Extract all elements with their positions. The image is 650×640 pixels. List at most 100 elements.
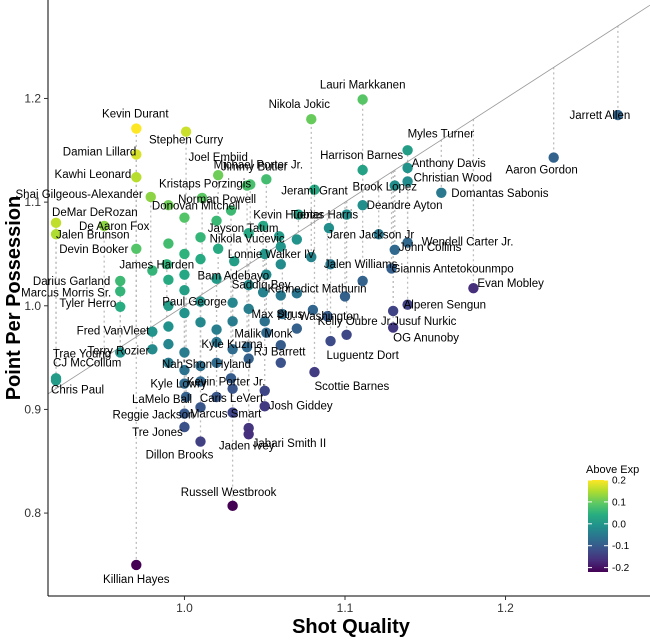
point-label: Darius Garland xyxy=(33,276,110,288)
point-label: Terry Rozier xyxy=(87,345,149,357)
data-point xyxy=(339,291,351,302)
data-point xyxy=(147,344,158,355)
data-point xyxy=(212,169,224,181)
data-point xyxy=(131,123,142,134)
data-point xyxy=(357,94,368,105)
point-label: Kristaps Porzingis xyxy=(159,179,251,191)
point-label: DeMar DeRozan xyxy=(52,207,138,219)
data-point-unlabeled xyxy=(307,304,319,316)
data-point xyxy=(145,191,156,203)
legend-colorbar xyxy=(588,480,608,572)
point-label: Alperen Sengun xyxy=(404,300,486,312)
point-label: Kevin Durant xyxy=(102,109,169,121)
data-point-unlabeled xyxy=(195,253,206,265)
data-point xyxy=(261,174,272,185)
legend-tick-label: 0.1 xyxy=(612,497,626,508)
point-label: CJ McCollum xyxy=(53,357,121,369)
point-label: Marcus Morris Sr. xyxy=(21,287,111,299)
point-label: Tre Jones xyxy=(132,427,183,439)
point-label: Bam Adebayo xyxy=(198,271,270,283)
data-point xyxy=(179,408,190,419)
point-label: Kevin Porter Jr. xyxy=(187,376,266,388)
point-label: Josh Giddey xyxy=(269,400,333,412)
data-point xyxy=(386,263,397,274)
data-point-unlabeled xyxy=(179,212,190,223)
data-point xyxy=(241,342,253,353)
point-label: P.J. Washington xyxy=(277,311,359,323)
legend-tick-label: -0.2 xyxy=(612,563,630,574)
data-point xyxy=(257,220,269,232)
point-label: Russell Westbrook xyxy=(181,487,277,499)
data-point xyxy=(387,322,399,333)
data-point xyxy=(147,326,158,337)
point-label: Evan Mobley xyxy=(477,278,544,290)
point-label: Saddiq Bey xyxy=(232,279,291,291)
data-point-unlabeled xyxy=(163,338,174,350)
legend-title: Above Exp xyxy=(586,464,639,476)
data-point-unlabeled xyxy=(179,307,190,319)
point-label: Kyle Kuzma xyxy=(201,339,263,351)
point-label: Wendell Carter Jr. xyxy=(422,237,514,249)
data-point-unlabeled xyxy=(275,339,286,351)
data-point xyxy=(322,310,333,322)
data-point xyxy=(50,229,62,240)
data-point-unlabeled xyxy=(259,248,270,260)
data-point xyxy=(243,353,254,364)
point-label: Kawhi Leonard xyxy=(55,169,132,181)
data-point xyxy=(357,164,368,176)
legend-tick-label: 0.0 xyxy=(612,519,626,530)
point-label: Jaren Jackson Jr xyxy=(327,229,414,241)
point-label: Kennedict Mathurin xyxy=(267,283,366,295)
data-point-unlabeled xyxy=(179,285,190,296)
data-point-unlabeled xyxy=(291,323,303,334)
data-point-unlabeled xyxy=(179,248,190,260)
point-label: Kevin Huerter xyxy=(253,210,323,222)
data-point xyxy=(373,229,384,240)
point-label: Kyle Lowry xyxy=(150,378,206,390)
data-point xyxy=(195,296,206,307)
data-point xyxy=(402,145,413,156)
x-axis-title: Shot Quality xyxy=(292,616,411,638)
point-label: Stephen Curry xyxy=(149,135,223,147)
point-label: Deandre Ayton xyxy=(367,200,443,212)
point-label: Trae Young xyxy=(53,348,111,360)
data-point-unlabeled xyxy=(163,357,174,368)
data-point xyxy=(341,329,352,340)
data-point xyxy=(402,162,413,174)
data-point xyxy=(227,407,238,418)
y-tick-label: 1.1 xyxy=(24,195,41,209)
data-point xyxy=(195,360,206,372)
x-tick-label: 1.0 xyxy=(176,601,193,615)
data-point xyxy=(98,220,110,232)
data-point-unlabeled xyxy=(243,279,254,291)
data-point xyxy=(402,176,413,187)
point-label: Devin Booker xyxy=(59,244,128,256)
data-point xyxy=(115,286,126,297)
point-label: Tyler Herro xyxy=(59,298,116,310)
legend-tick-label: -0.1 xyxy=(612,541,630,552)
point-label: Caris LeVert xyxy=(200,393,264,405)
point-label: Scottie Barnes xyxy=(314,381,389,393)
point-label: Jimmy Butler xyxy=(221,162,288,174)
y-tick-label: 1.0 xyxy=(24,299,41,313)
point-label: Jalen Williams xyxy=(324,259,398,271)
x-tick-label: 1.2 xyxy=(497,601,514,615)
data-point xyxy=(468,282,479,294)
point-label: Norman Powell xyxy=(178,194,256,206)
data-point xyxy=(50,375,62,386)
point-label: Tobias Harris xyxy=(291,210,358,222)
data-point-unlabeled xyxy=(179,364,190,376)
y-tick-label: 0.9 xyxy=(24,402,41,416)
data-point xyxy=(357,200,368,211)
data-point-unlabeled xyxy=(195,317,206,328)
point-label: Killian Hayes xyxy=(103,574,170,586)
data-point xyxy=(325,335,336,347)
data-point xyxy=(161,259,172,270)
point-label: Donovan Mitchell xyxy=(152,200,240,212)
point-label: Nikola Vucevic xyxy=(210,233,285,245)
data-point xyxy=(612,109,624,121)
point-label: Fred VanVleet xyxy=(77,326,150,338)
data-point xyxy=(195,376,206,387)
axis-ticks: 1.0 1.1 1.2 0.8 0.9 1.0 1.1 1.2 xyxy=(24,91,514,615)
data-point-unlabeled xyxy=(227,316,238,327)
